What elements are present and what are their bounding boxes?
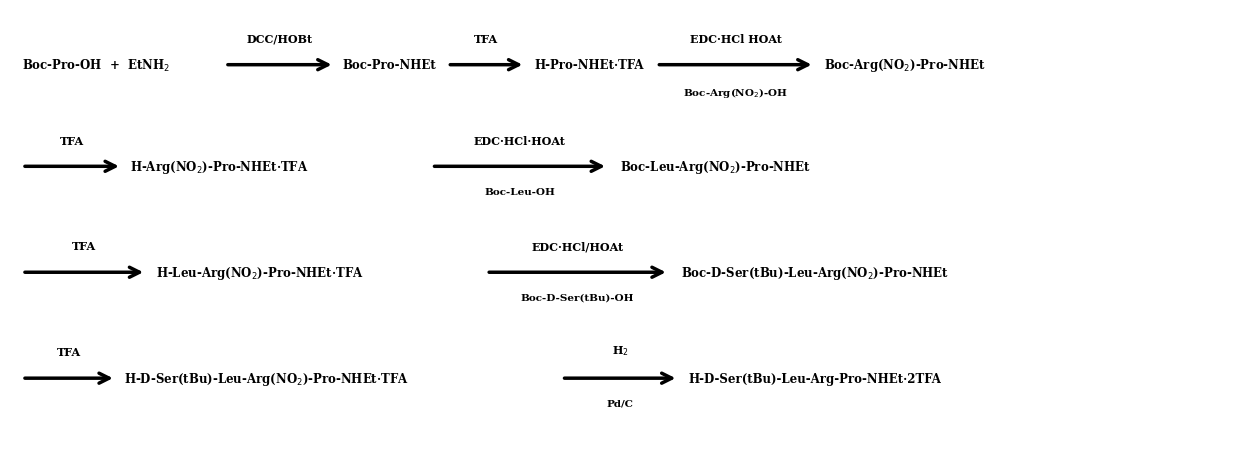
Text: DCC/HOBt: DCC/HOBt bbox=[247, 34, 312, 45]
Text: Boc-Arg(NO$_2$)-Pro-NHEt: Boc-Arg(NO$_2$)-Pro-NHEt bbox=[825, 57, 986, 74]
Text: Boc-Arg(NO$_2$)-OH: Boc-Arg(NO$_2$)-OH bbox=[683, 86, 787, 100]
Text: H-D-Ser(tBu)-Leu-Arg-Pro-NHEt·2TFA: H-D-Ser(tBu)-Leu-Arg-Pro-NHEt·2TFA bbox=[688, 372, 941, 385]
Text: EDC·HCl/HOAt: EDC·HCl/HOAt bbox=[532, 241, 624, 252]
Text: EDC·HCl·HOAt: EDC·HCl·HOAt bbox=[474, 135, 565, 146]
Text: TFA: TFA bbox=[474, 34, 498, 45]
Text: H-Pro-NHEt·TFA: H-Pro-NHEt·TFA bbox=[534, 59, 645, 72]
Text: Boc-Leu-Arg(NO$_2$)-Pro-NHEt: Boc-Leu-Arg(NO$_2$)-Pro-NHEt bbox=[620, 158, 811, 175]
Text: H$_2$: H$_2$ bbox=[611, 344, 629, 358]
Text: H-D-Ser(tBu)-Leu-Arg(NO$_2$)-Pro-NHEt·TFA: H-D-Ser(tBu)-Leu-Arg(NO$_2$)-Pro-NHEt·TF… bbox=[124, 370, 409, 387]
Text: Boc-Pro-NHEt: Boc-Pro-NHEt bbox=[343, 59, 436, 72]
Text: TFA: TFA bbox=[57, 347, 81, 358]
Text: H-Arg(NO$_2$)-Pro-NHEt·TFA: H-Arg(NO$_2$)-Pro-NHEt·TFA bbox=[130, 158, 309, 175]
Text: Pd/C: Pd/C bbox=[606, 399, 634, 408]
Text: Boc-Pro-OH  +  EtNH$_2$: Boc-Pro-OH + EtNH$_2$ bbox=[22, 57, 170, 73]
Text: Boc-D-Ser(tBu)-OH: Boc-D-Ser(tBu)-OH bbox=[521, 293, 634, 302]
Text: Boc-Leu-OH: Boc-Leu-OH bbox=[485, 188, 556, 196]
Text: TFA: TFA bbox=[72, 241, 97, 252]
Text: TFA: TFA bbox=[60, 135, 84, 146]
Text: Boc-D-Ser(tBu)-Leu-Arg(NO$_2$)-Pro-NHEt: Boc-D-Ser(tBu)-Leu-Arg(NO$_2$)-Pro-NHEt bbox=[681, 264, 949, 281]
Text: EDC·HCl HOAt: EDC·HCl HOAt bbox=[689, 34, 781, 45]
Text: H-Leu-Arg(NO$_2$)-Pro-NHEt·TFA: H-Leu-Arg(NO$_2$)-Pro-NHEt·TFA bbox=[156, 264, 363, 281]
